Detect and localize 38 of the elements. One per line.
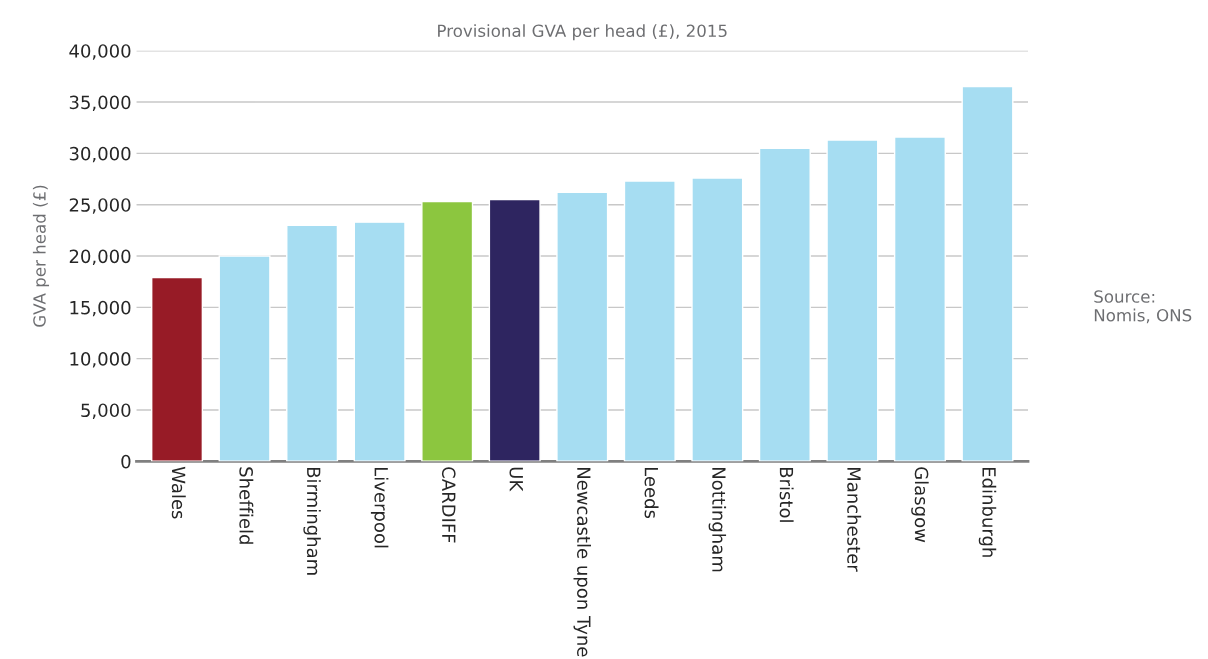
chart-title: Provisional GVA per head (£), 2015 [438, 24, 727, 41]
bar [421, 200, 474, 462]
bar [893, 136, 946, 462]
x-tick-label: Edinburgh [978, 467, 997, 557]
x-tick-label: Wales [171, 466, 186, 519]
x-tick-label: Manchester [847, 467, 862, 572]
x-tick-label: Sheffield [239, 467, 254, 544]
bar [286, 224, 339, 462]
y-tick-label: 15,000 [70, 300, 131, 317]
x-tick-label: Newcastle upon Tyne [573, 467, 591, 657]
x-tick-label: Bristol [779, 467, 794, 522]
bar [556, 191, 609, 462]
x-tick-label: Birmingham [303, 467, 321, 575]
bar [961, 85, 1014, 462]
bar [623, 180, 676, 462]
bar [691, 177, 744, 462]
bar [488, 198, 541, 462]
source-note: Source: Nomis, ONS [1094, 290, 1192, 324]
y-tick-label: 0 [121, 454, 131, 469]
y-tick-label: 25,000 [69, 198, 131, 214]
y-tick-label: 20,000 [69, 249, 131, 265]
bar [218, 255, 271, 462]
bar [151, 276, 204, 462]
bar [353, 221, 406, 462]
y-tick-label: 40,000 [69, 44, 131, 60]
x-tick-label: Nottingham [708, 467, 727, 572]
y-axis-title: GVA per head (£) [32, 185, 50, 327]
y-tick-label: 5,000 [81, 403, 131, 419]
x-tick-label: Glasgow [911, 467, 929, 543]
x-tick-label: Liverpool [370, 467, 389, 548]
bar [826, 139, 879, 462]
x-tick-label: Leeds [644, 467, 659, 519]
y-tick-label: 30,000 [69, 146, 131, 163]
x-tick-label: CARDIFF [441, 467, 456, 543]
y-tick-label: 10,000 [70, 352, 131, 368]
bar [758, 147, 811, 462]
y-tick-label: 35,000 [69, 95, 131, 112]
x-tick-label: UK [509, 467, 523, 492]
